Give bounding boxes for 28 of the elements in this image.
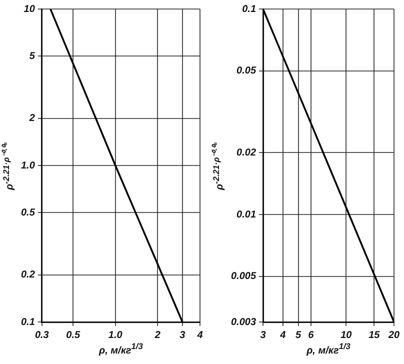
x-tick-label: 3 (180, 330, 186, 341)
x-tick-label: 2 (154, 330, 161, 341)
y-tick-label: 0.1 (20, 316, 36, 328)
x-tick-label: 20 (387, 330, 400, 341)
x-tick-label: 0.5 (66, 330, 80, 341)
y-tick-label: 0.01 (236, 209, 256, 220)
y-tick-label: 0.5 (20, 207, 36, 218)
y-tick-label: 0.1 (242, 4, 256, 15)
y-tick-label: 10 (24, 4, 36, 15)
y-tick-label: 0.003 (230, 316, 256, 328)
x-tick-label: 4 (279, 330, 286, 341)
x-tick-label: 6 (308, 330, 314, 341)
x-axis-title: ρ, м/кг$^{1/3}$ (306, 341, 350, 356)
y-tick-label: 1.0 (20, 160, 36, 172)
y-tick-label: 0.05 (236, 66, 256, 77)
x-tick-label: 4 (196, 330, 204, 341)
y-tick-label: 0.02 (236, 147, 256, 158)
x-tick-label: 1.0 (108, 330, 123, 341)
x-tick-label: 0.3 (34, 330, 50, 341)
y-tick-label: 5 (29, 50, 36, 62)
y-tick-label: 0.005 (230, 271, 256, 282)
x-tick-label: 10 (340, 330, 352, 341)
x-tick-label: 5 (296, 330, 302, 341)
y-tick-label: 0.2 (20, 270, 36, 281)
x-tick-label: 15 (368, 330, 380, 341)
y-tick-label: 2 (28, 113, 36, 124)
x-axis-title: ρ, м/кг$^{1/3}$ (99, 341, 143, 356)
x-tick-label: 3 (260, 330, 266, 341)
